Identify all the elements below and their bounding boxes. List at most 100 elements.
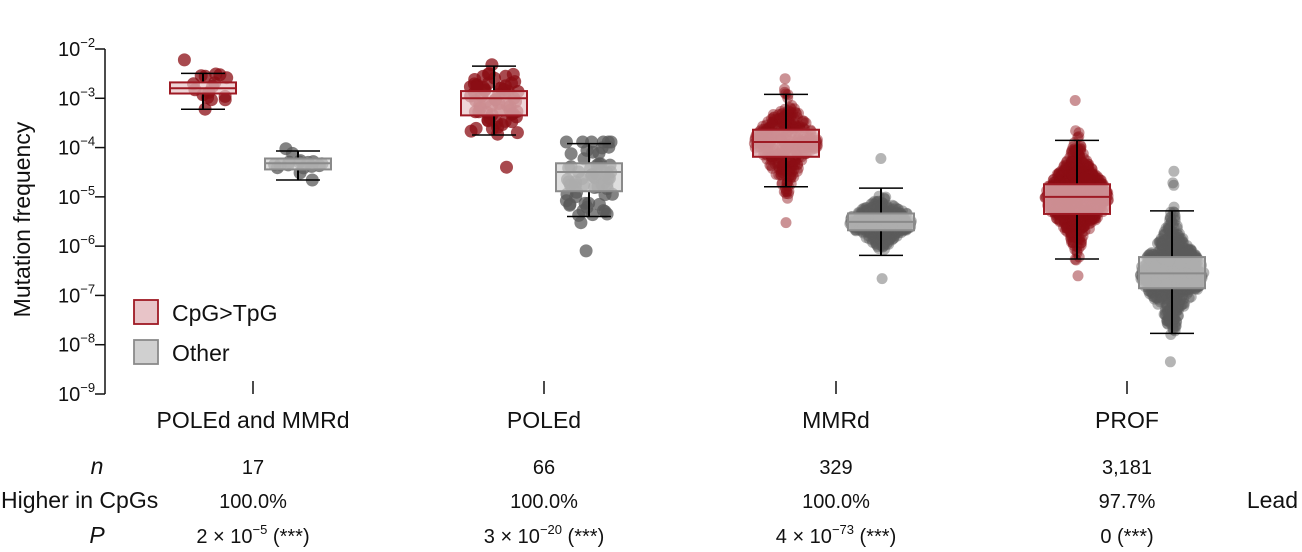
- data-point: [785, 156, 797, 168]
- data-point: [1070, 254, 1082, 266]
- data-point: [860, 232, 872, 244]
- data-point: [1177, 289, 1189, 301]
- data-point: [1091, 171, 1103, 182]
- data-point: [865, 202, 877, 213]
- data-point: [789, 103, 800, 115]
- data-point: [1162, 233, 1174, 244]
- data-point: [1165, 247, 1177, 259]
- data-point: [1090, 214, 1102, 226]
- data-point: [1170, 232, 1182, 244]
- data-point: [1175, 293, 1187, 305]
- data-point: [884, 232, 896, 244]
- data-point: [776, 177, 788, 189]
- data-point: [1173, 232, 1185, 244]
- data-point: [1173, 310, 1184, 322]
- data-point: [1173, 244, 1185, 255]
- data-point: [771, 158, 783, 170]
- data-point: [1152, 286, 1164, 298]
- data-point: [1174, 245, 1186, 257]
- data-point: [887, 204, 899, 215]
- data-point: [1083, 173, 1095, 185]
- data-point: [869, 234, 881, 246]
- data-point: [883, 238, 895, 250]
- data-point: [1165, 237, 1177, 249]
- data-point: [877, 238, 889, 250]
- data-point: [1174, 236, 1186, 248]
- data-point: [1061, 174, 1073, 186]
- stats-higher-value: 100.0%: [802, 491, 870, 513]
- stats-table: n Higher in CpGs P 17 66 329 3,181 100.0% 100.0%…: [1, 453, 1298, 548]
- data-point: [579, 244, 593, 258]
- data-point: [1171, 220, 1183, 232]
- data-point: [1054, 174, 1065, 186]
- data-point: [1177, 233, 1189, 244]
- data-point: [1065, 234, 1077, 246]
- data-point: [787, 159, 798, 171]
- data-point: [559, 135, 573, 149]
- data-point: [1171, 246, 1183, 257]
- data-point: [1054, 216, 1066, 228]
- data-point: [1158, 290, 1170, 302]
- data-point: [892, 203, 904, 215]
- data-point: [871, 199, 883, 211]
- data-point: [870, 237, 882, 249]
- stats-n-value: 17: [242, 457, 264, 479]
- data-point: [1158, 308, 1170, 320]
- data-point: [1089, 171, 1101, 182]
- data-point: [1066, 230, 1078, 241]
- data-point: [1082, 162, 1094, 174]
- data-point: [1087, 213, 1099, 225]
- data-point: [1147, 290, 1159, 302]
- stats-higher-value: 100.0%: [510, 491, 578, 513]
- data-point: [791, 112, 803, 124]
- stats-higher-value: 100.0%: [219, 491, 287, 513]
- data-point: [1165, 306, 1177, 318]
- data-point: [485, 122, 499, 136]
- data-point: [1160, 222, 1172, 234]
- y-tick-label: 10−6: [58, 232, 95, 258]
- data-point: [1055, 169, 1067, 181]
- data-point: [1164, 247, 1176, 259]
- data-point: [1084, 213, 1096, 225]
- data-point: [1174, 246, 1186, 258]
- data-point: [1076, 156, 1088, 168]
- data-point: [1179, 298, 1190, 310]
- data-point: [1065, 155, 1077, 167]
- data-point: [774, 112, 785, 124]
- data-point: [779, 73, 791, 85]
- data-point: [1077, 218, 1089, 230]
- data-point: [870, 239, 882, 251]
- data-point: [1065, 220, 1077, 232]
- stats-row-label-higher: Higher in CpGs: [1, 487, 158, 513]
- box-iqr: [460, 90, 528, 117]
- data-point: [1171, 301, 1183, 313]
- data-point: [875, 153, 887, 164]
- data-point: [861, 204, 873, 215]
- data-point: [1167, 177, 1179, 189]
- data-point: [866, 234, 878, 245]
- data-point: [881, 238, 893, 250]
- data-point: [1157, 245, 1168, 257]
- stats-higher-value: 97.7%: [1099, 491, 1156, 513]
- data-point: [768, 111, 780, 123]
- category-label: POLEd: [507, 407, 581, 433]
- category-label: MMRd: [802, 407, 870, 433]
- data-point: [1081, 160, 1093, 172]
- axes: 10−2 10−3 10−4 10−5 10−6 10−7 10−8 10−9 Mutation…: [9, 35, 1159, 433]
- data-point: [1185, 243, 1197, 255]
- data-point: [1168, 315, 1180, 326]
- y-tick-label: 10−5: [58, 183, 95, 209]
- data-point: [1181, 288, 1193, 300]
- data-point: [1076, 160, 1088, 172]
- data-point: [792, 162, 804, 174]
- data-point: [773, 161, 785, 173]
- data-point: [880, 230, 892, 242]
- data-point: [1172, 299, 1184, 310]
- data-point: [1065, 160, 1077, 172]
- data-point: [1066, 167, 1078, 179]
- data-point: [1165, 244, 1177, 256]
- data-point: [1077, 160, 1089, 172]
- data-point: [1073, 148, 1085, 160]
- data-point: [1073, 221, 1084, 233]
- data-point: [785, 158, 797, 170]
